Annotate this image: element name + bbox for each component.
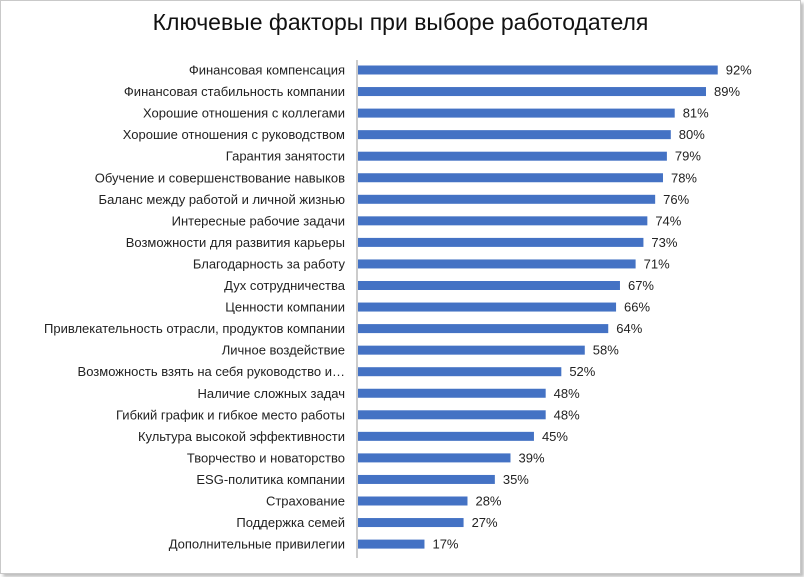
bar	[358, 194, 656, 204]
bar	[358, 237, 644, 247]
bar	[358, 173, 663, 183]
value-label: 28%	[475, 494, 501, 509]
category-label: Культура высокой эффективности	[138, 429, 345, 444]
value-label: 48%	[554, 386, 580, 401]
value-label: 64%	[616, 321, 642, 336]
bar	[358, 130, 671, 140]
value-label: 79%	[675, 149, 701, 164]
bar	[358, 474, 495, 484]
value-label: 66%	[624, 300, 650, 315]
category-label: Поддержка семей	[236, 515, 345, 530]
value-label: 92%	[726, 63, 752, 78]
value-label: 89%	[714, 84, 740, 99]
bar	[358, 216, 648, 226]
bar	[358, 281, 620, 290]
bars-group: Финансовая компенсация 92% Финансовая стаб…	[44, 63, 752, 552]
bar	[358, 302, 617, 312]
category-label: Возможность взять на себя руководство и…	[78, 364, 345, 379]
category-label: Финансовая компенсация	[189, 63, 345, 78]
category-label: Благодарность за работу	[193, 256, 346, 271]
category-label: Обучение и совершенствование навыков	[95, 170, 345, 185]
value-label: 48%	[554, 407, 580, 422]
bar	[358, 496, 468, 506]
category-label: Гибкий график и гибкое место работы	[116, 407, 345, 422]
chart-title: Ключевые факторы при выборе работодателя	[152, 9, 649, 35]
bar	[358, 65, 718, 75]
value-label: 78%	[671, 170, 697, 185]
bar	[358, 410, 546, 420]
category-label: Возможности для развития карьеры	[126, 235, 345, 250]
category-label: Хорошие отношения с коллегами	[143, 106, 345, 121]
value-label: 52%	[569, 364, 595, 379]
category-label: Страхование	[266, 494, 345, 509]
value-label: 81%	[683, 106, 709, 121]
value-label: 73%	[651, 235, 677, 250]
bar	[358, 431, 534, 441]
bar	[358, 539, 425, 549]
value-label: 39%	[518, 450, 544, 465]
value-label: 45%	[542, 429, 568, 444]
category-label: Дополнительные привилегии	[169, 537, 345, 552]
value-label: 27%	[472, 515, 498, 530]
category-label: Дух сотрудничества	[224, 278, 346, 293]
value-label: 17%	[432, 537, 458, 552]
bar	[358, 87, 706, 97]
value-label: 76%	[663, 192, 689, 207]
category-label: Ценности компании	[225, 300, 345, 315]
bar	[358, 324, 609, 334]
bar	[358, 151, 667, 161]
category-label: Наличие сложных задач	[198, 386, 345, 401]
category-label: Финансовая стабильность компании	[124, 84, 345, 99]
category-label: Гарантия занятости	[226, 149, 345, 164]
value-label: 80%	[679, 127, 705, 142]
category-label: Баланс между работой и личной жизнью	[99, 192, 346, 207]
category-label: Привлекательность отрасли, продуктов ком…	[44, 321, 345, 336]
bar	[358, 259, 636, 269]
bar	[358, 345, 585, 355]
category-label: Хорошие отношения с руководством	[123, 127, 345, 142]
category-label: Интересные рабочие задачи	[172, 213, 345, 228]
category-label: Личное воздействие	[222, 343, 345, 358]
bar	[358, 453, 511, 463]
value-label: 35%	[503, 472, 529, 487]
bar	[358, 367, 562, 377]
bar	[358, 388, 546, 398]
value-label: 67%	[628, 278, 654, 293]
value-label: 58%	[593, 343, 619, 358]
category-label: Творчество и новаторство	[187, 450, 345, 465]
value-label: 71%	[644, 256, 670, 271]
value-label: 74%	[655, 213, 681, 228]
bar	[358, 108, 675, 118]
category-label: ESG-политика компании	[196, 472, 345, 487]
bar	[358, 518, 464, 528]
